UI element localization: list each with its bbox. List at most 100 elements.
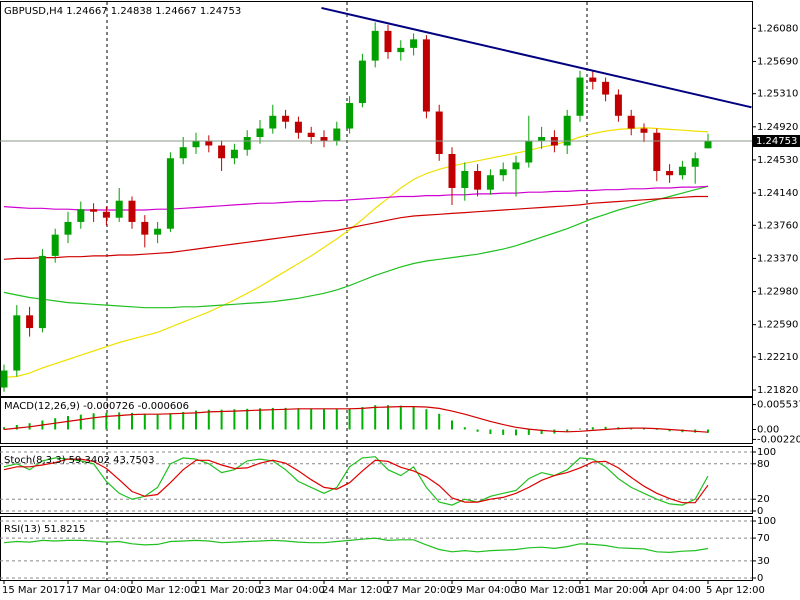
- macd-bar: [195, 410, 197, 430]
- x-tick-label: 5 Apr 12:00: [706, 585, 765, 596]
- candle-body: [358, 60, 366, 104]
- macd-bar: [310, 408, 313, 430]
- candle-body: [512, 162, 520, 170]
- moving-average: [3, 195, 708, 260]
- macd-bar: [579, 428, 581, 430]
- macd-bar: [105, 412, 108, 430]
- y-tick-label: 1.21820: [757, 385, 798, 396]
- y-tick-label: 1.24920: [757, 122, 798, 133]
- candle-body: [166, 158, 174, 229]
- candle-body: [243, 137, 251, 150]
- last-price-box: [752, 135, 800, 148]
- signal-line: [3, 406, 709, 433]
- x-tick-label: 21 Mar 20:00: [194, 585, 261, 596]
- macd-bar: [515, 429, 517, 436]
- macd-bar: [92, 413, 95, 430]
- macd-bar: [3, 427, 5, 430]
- candle-body: [371, 30, 379, 61]
- y-tick-label: 1.24140: [757, 188, 798, 199]
- candle-body: [269, 115, 277, 129]
- y-tick-label: 20: [757, 494, 770, 505]
- macd-bar: [361, 407, 364, 430]
- candle-body: [653, 132, 661, 171]
- macd-bar: [54, 418, 57, 430]
- trendline: [321, 6, 752, 109]
- candle-body: [77, 209, 85, 222]
- candle-body: [704, 141, 712, 149]
- macd-bar: [79, 414, 82, 430]
- candle-body: [256, 128, 264, 138]
- candle-body: [691, 158, 699, 167]
- macd-bar: [15, 425, 18, 430]
- macd-bar: [476, 429, 479, 432]
- x-tick-label: 31 Mar 20:00: [578, 585, 645, 596]
- macd-bar: [438, 413, 441, 430]
- macd-bar: [412, 406, 415, 430]
- macd-bar: [374, 405, 377, 430]
- candle-body: [26, 315, 34, 329]
- y-tick-label: 0: [757, 573, 763, 584]
- last-price-label: 1.24753: [756, 136, 797, 147]
- candle-body: [614, 94, 622, 116]
- y-tick-label: 0: [757, 506, 763, 517]
- moving-average: [3, 127, 709, 378]
- y-tick-label: 1.22980: [757, 287, 798, 298]
- candle-body: [410, 39, 418, 48]
- y-tick-label: 0.005537: [757, 400, 800, 411]
- y-tick-label: 80: [757, 459, 770, 470]
- candle-body: [320, 137, 328, 142]
- candle-body: [141, 221, 149, 235]
- candle-body: [0, 370, 8, 388]
- candle-body: [435, 111, 443, 154]
- panel-title: RSI(13) 51.8215: [4, 524, 85, 535]
- macd-bar: [655, 429, 658, 430]
- macd-bar: [463, 427, 466, 430]
- candle-body: [525, 141, 533, 163]
- x-tick-label: 27 Mar 20:00: [386, 585, 453, 596]
- candle-body: [448, 153, 456, 188]
- candle-body: [397, 47, 405, 53]
- x-tick-label: 15 Mar 2017: [2, 585, 65, 596]
- moving-average: [3, 185, 709, 309]
- y-tick-label: 1.25690: [757, 56, 798, 67]
- indicator-line: [3, 458, 709, 504]
- y-tick-label: 1.23760: [757, 220, 798, 231]
- macd-bar: [246, 408, 249, 430]
- x-tick-label: 20 Mar 12:00: [130, 585, 197, 596]
- macd-frame: [0, 397, 753, 444]
- candle-body: [474, 170, 482, 190]
- candle-body: [538, 137, 546, 142]
- y-tick-label: 1.25310: [757, 89, 798, 100]
- x-tick-label: 30 Mar 12:00: [514, 585, 581, 596]
- panel-title: Stoch(8,3,3) 59.3402 43.7503: [4, 455, 155, 466]
- candle-body: [51, 234, 59, 256]
- candle-body: [307, 132, 315, 138]
- macd-bar: [668, 429, 671, 432]
- macd-bar: [284, 407, 287, 430]
- rsi-frame: [0, 516, 753, 581]
- candle-body: [282, 115, 290, 122]
- y-tick-label: 30: [757, 556, 770, 567]
- candle-body: [38, 255, 46, 329]
- candle-body: [333, 128, 341, 142]
- y-tick-label: 1.24530: [757, 155, 798, 166]
- candle-body: [666, 170, 674, 176]
- macd-bar: [220, 409, 223, 430]
- macd-bar: [182, 411, 185, 430]
- macd-bar: [335, 409, 338, 430]
- y-tick-label: -0.002205: [757, 434, 800, 445]
- candle-body: [230, 149, 238, 159]
- candle-body: [563, 115, 571, 146]
- macd-bar: [169, 413, 172, 430]
- candle-body: [627, 115, 635, 129]
- candle-body: [576, 77, 584, 116]
- candle-body: [128, 200, 136, 222]
- macd-bar: [489, 429, 492, 434]
- x-tick-label: 17 Mar 04:00: [66, 585, 133, 596]
- macd-bar: [425, 409, 428, 430]
- y-tick-label: 0.00: [757, 425, 779, 436]
- candle-body: [64, 221, 72, 235]
- macd-bar: [131, 412, 133, 430]
